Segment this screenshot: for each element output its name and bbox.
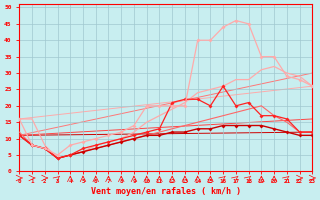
X-axis label: Vent moyen/en rafales ( km/h ): Vent moyen/en rafales ( km/h ): [91, 187, 241, 196]
